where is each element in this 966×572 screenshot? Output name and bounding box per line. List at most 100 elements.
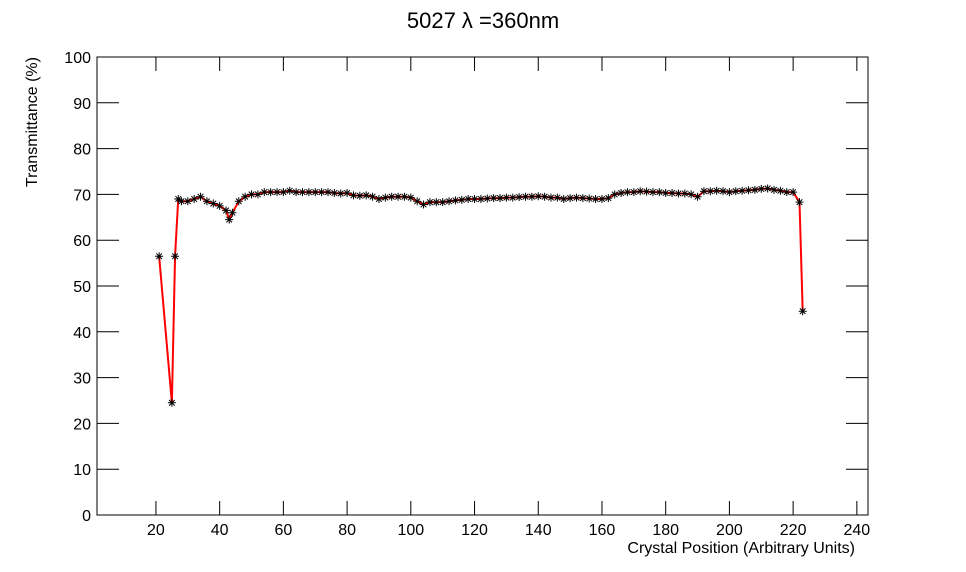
data-marker (680, 189, 689, 198)
data-marker (508, 193, 517, 202)
data-marker (496, 194, 505, 203)
data-marker (795, 198, 804, 207)
data-marker (355, 191, 364, 200)
x-tick-label: 220 (780, 522, 807, 539)
data-marker (266, 188, 275, 197)
data-marker (336, 189, 345, 198)
data-marker (738, 186, 747, 195)
data-marker (406, 193, 415, 202)
data-marker (292, 188, 301, 197)
data-marker (527, 192, 536, 201)
data-marker (636, 187, 645, 196)
data-marker (470, 194, 479, 203)
y-tick-label: 10 (73, 462, 91, 479)
chart-title: 5027 λ =360nm (407, 8, 559, 33)
x-tick-label: 60 (274, 522, 292, 539)
data-marker (559, 194, 568, 203)
data-marker (215, 201, 224, 210)
data-marker (706, 187, 715, 196)
x-tick-label: 100 (397, 522, 424, 539)
data-marker (438, 198, 447, 207)
data-marker (311, 188, 320, 197)
data-marker (617, 189, 626, 198)
data-marker (253, 190, 262, 199)
data-marker (317, 188, 326, 197)
data-marker (177, 197, 186, 206)
data-marker (661, 189, 670, 198)
data-marker (387, 192, 396, 201)
data-marker (629, 188, 638, 197)
data-marker (546, 193, 555, 202)
data-marker (349, 191, 358, 200)
data-marker (515, 193, 524, 202)
data-marker (394, 192, 403, 201)
y-tick-label: 20 (73, 416, 91, 433)
x-tick-label: 80 (338, 522, 356, 539)
y-tick-label: 80 (73, 142, 91, 159)
data-marker (451, 196, 460, 205)
data-marker (202, 197, 211, 206)
x-tick-label: 240 (843, 522, 870, 539)
data-marker (362, 191, 371, 200)
data-marker (610, 190, 619, 199)
data-marker (464, 194, 473, 203)
data-marker (476, 194, 485, 203)
data-marker (719, 187, 728, 196)
x-tick-label: 200 (716, 522, 743, 539)
data-marker (457, 195, 466, 204)
data-marker (234, 197, 243, 206)
data-marker (247, 190, 256, 199)
data-marker (623, 188, 632, 197)
data-marker (483, 194, 492, 203)
data-marker (190, 194, 199, 203)
data-marker (260, 188, 269, 197)
data-marker (298, 188, 307, 197)
x-tick-label: 20 (147, 522, 165, 539)
data-marker (712, 186, 721, 195)
y-tick-label: 70 (73, 187, 91, 204)
data-marker (374, 194, 383, 203)
y-tick-label: 50 (73, 279, 91, 296)
data-marker (489, 194, 498, 203)
data-marker (400, 192, 409, 201)
x-tick-label: 140 (525, 522, 552, 539)
data-marker (183, 197, 192, 206)
data-marker (725, 188, 734, 197)
x-tick-label: 40 (211, 522, 229, 539)
y-tick-label: 90 (73, 96, 91, 113)
y-tick-label: 60 (73, 233, 91, 250)
data-marker (648, 188, 657, 197)
data-marker (597, 194, 606, 203)
y-tick-label: 100 (64, 50, 91, 67)
data-marker (419, 200, 428, 209)
data-marker (279, 188, 288, 197)
y-tick-label: 40 (73, 325, 91, 342)
data-marker (445, 197, 454, 206)
data-marker (209, 199, 218, 208)
data-marker (757, 184, 766, 193)
data-marker (196, 192, 205, 201)
data-marker (572, 193, 581, 202)
x-axis-label: Crystal Position (Arbitrary Units) (627, 540, 855, 557)
data-marker (693, 192, 702, 201)
data-marker (604, 194, 613, 203)
data-marker (155, 252, 164, 261)
y-tick-label: 30 (73, 371, 91, 388)
data-marker (304, 188, 313, 197)
data-marker (285, 186, 294, 195)
data-marker (413, 197, 422, 206)
data-marker (585, 194, 594, 203)
data-marker (798, 307, 807, 316)
data-marker (171, 252, 180, 261)
x-tick-label: 160 (589, 522, 616, 539)
data-marker (222, 206, 231, 215)
data-marker (566, 194, 575, 203)
data-marker (323, 188, 332, 197)
data-marker (731, 187, 740, 196)
data-marker (553, 193, 562, 202)
data-marker (368, 192, 377, 201)
data-marker (225, 215, 234, 224)
data-marker (699, 187, 708, 196)
